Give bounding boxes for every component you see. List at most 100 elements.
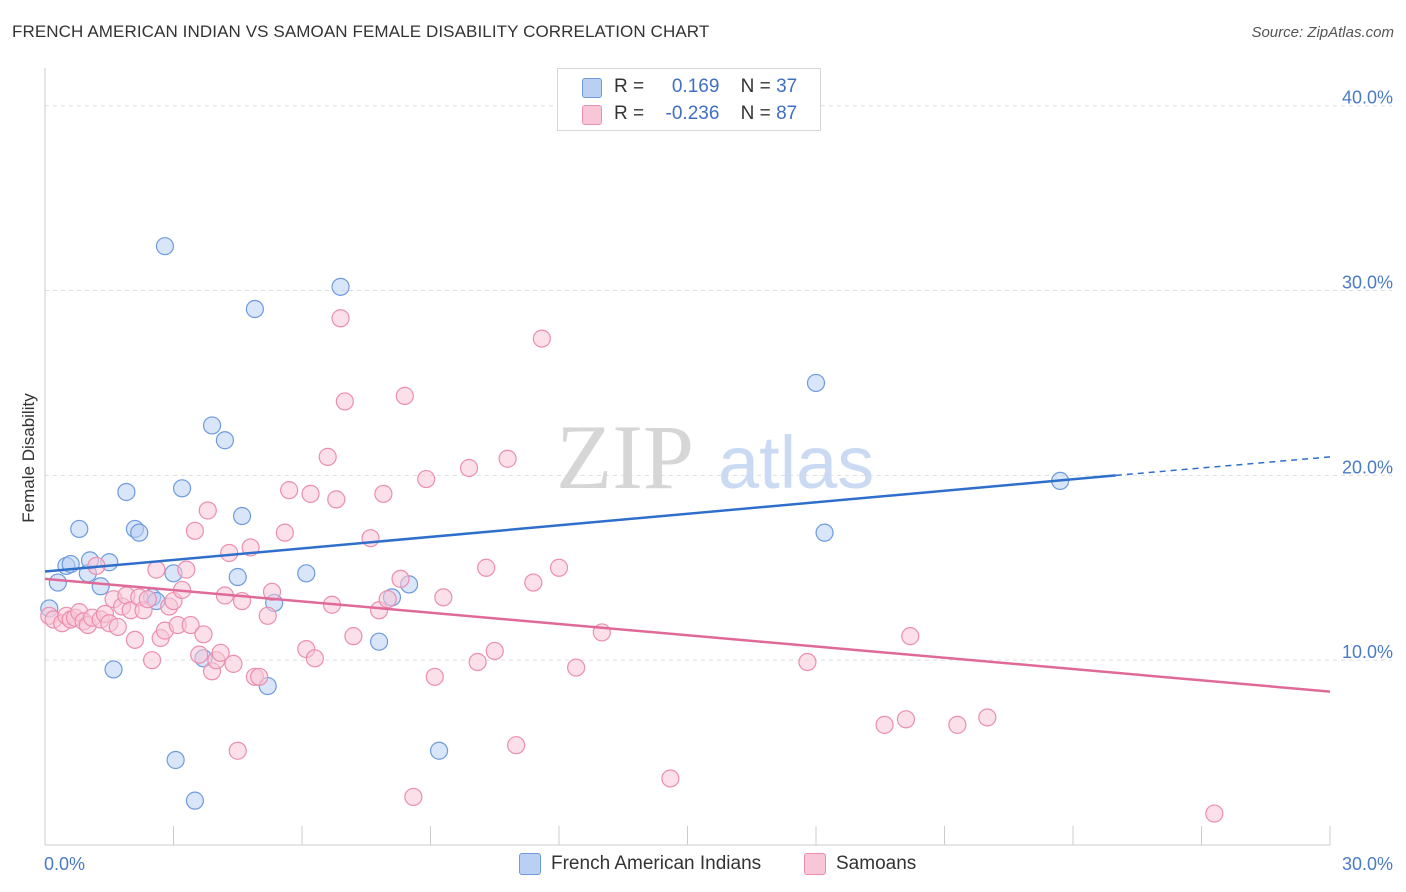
point-samoans xyxy=(211,643,230,662)
point-samoans xyxy=(532,329,551,348)
point-samoans xyxy=(335,392,354,411)
point-samoans xyxy=(220,543,239,563)
point-samoans xyxy=(507,736,526,755)
legend-n-value: 37 xyxy=(776,76,798,97)
point-samoans xyxy=(344,627,363,646)
watermark-zip: ZIP xyxy=(556,406,694,508)
axis-layer: 10.0% 20.0% 30.0% 40.0% 0.0% 30.0% xyxy=(44,68,1393,874)
point-french-american-indians xyxy=(806,373,826,393)
point-french-american-indians xyxy=(104,660,123,679)
chart-title: FRENCH AMERICAN INDIAN VS SAMOAN FEMALE … xyxy=(12,22,710,41)
watermark-atlas: atlas xyxy=(718,421,874,504)
point-french-american-indians xyxy=(202,416,222,435)
trend-layer xyxy=(44,456,1331,693)
point-french-american-indians xyxy=(232,506,252,526)
point-samoans xyxy=(280,481,299,500)
point-samoans xyxy=(177,560,196,579)
point-samoans xyxy=(185,521,205,540)
point-samoans xyxy=(567,658,586,677)
point-french-american-indians xyxy=(155,237,175,256)
bottom-legend-swatch-pink xyxy=(804,853,826,875)
point-french-american-indians xyxy=(70,519,89,539)
y-axis-title: Female Disability xyxy=(19,393,38,523)
point-french-american-indians xyxy=(48,573,67,592)
point-samoans xyxy=(661,769,680,788)
trend-line-french-american-indians xyxy=(44,474,1116,573)
point-samoans xyxy=(524,573,543,592)
point-samoans xyxy=(395,386,414,405)
point-samoans xyxy=(262,582,282,601)
point-samoans xyxy=(190,645,209,664)
y-tick-label: 30.0% xyxy=(1342,273,1393,293)
point-samoans xyxy=(250,667,269,686)
point-samoans xyxy=(425,667,444,686)
point-samoans xyxy=(417,469,436,489)
point-samoans xyxy=(224,654,243,673)
point-french-american-indians xyxy=(245,299,264,319)
legend-r-value: 0.169 xyxy=(671,76,720,97)
point-samoans xyxy=(361,529,380,548)
legend-swatch-blue xyxy=(582,78,602,98)
point-samoans xyxy=(258,606,277,625)
x-tick-label-max: 30.0% xyxy=(1342,854,1393,874)
legend-n-label: N = xyxy=(740,76,771,97)
point-samoans xyxy=(378,590,397,609)
point-samoans xyxy=(142,651,162,670)
point-french-american-indians xyxy=(130,523,149,542)
point-samoans xyxy=(108,617,127,637)
point-samoans xyxy=(404,787,423,807)
legend-swatch-pink xyxy=(582,105,602,125)
y-tick-label: 10.0% xyxy=(1342,642,1393,662)
point-samoans xyxy=(147,560,166,579)
point-samoans xyxy=(374,484,393,503)
point-french-american-indians xyxy=(166,750,185,770)
watermark: ZIP atlas xyxy=(556,406,874,508)
points-layer xyxy=(40,237,1224,823)
point-samoans xyxy=(498,449,517,468)
trend-line-samoans xyxy=(44,577,1331,693)
point-french-american-indians xyxy=(429,741,449,760)
legend-n-value: 87 xyxy=(776,103,798,124)
point-samoans xyxy=(477,558,496,577)
point-samoans xyxy=(198,501,217,520)
point-french-american-indians xyxy=(172,479,192,498)
point-samoans xyxy=(318,447,337,466)
point-french-american-indians xyxy=(370,632,389,651)
point-samoans xyxy=(275,523,294,542)
point-french-american-indians xyxy=(91,577,110,596)
point-samoans xyxy=(1205,804,1224,823)
point-samoans xyxy=(181,615,200,635)
point-samoans xyxy=(194,625,213,644)
point-samoans xyxy=(948,715,967,734)
legend-r-label: R = xyxy=(614,103,645,124)
y-tick-label: 40.0% xyxy=(1342,88,1393,108)
legend-r-value: -0.236 xyxy=(665,103,720,124)
point-french-american-indians xyxy=(815,523,834,542)
point-samoans xyxy=(391,569,410,588)
point-samoans xyxy=(327,490,346,509)
trend-extension-french-american-indians xyxy=(1115,456,1331,477)
bottom-legend-label: Samoans xyxy=(836,853,917,874)
point-samoans xyxy=(459,458,479,478)
point-samoans xyxy=(138,590,157,609)
point-samoans xyxy=(228,741,247,760)
point-samoans xyxy=(125,630,145,649)
point-samoans xyxy=(549,558,569,577)
point-samoans xyxy=(875,715,894,734)
point-samoans xyxy=(798,652,817,672)
point-samoans xyxy=(485,641,504,661)
correlation-legend: R = 0.169 N = 37 R = -0.236 N = 87 xyxy=(557,68,821,131)
bottom-legend-swatch-blue xyxy=(519,853,541,875)
point-french-american-indians xyxy=(185,791,205,810)
grid-layer xyxy=(45,105,1392,661)
source-label: Source: ZipAtlas.com xyxy=(1251,24,1394,41)
legend-r-label: R = xyxy=(614,76,645,97)
point-french-american-indians xyxy=(215,431,234,450)
x-tick-label-min: 0.0% xyxy=(44,854,85,874)
bottom-legend-label: French American Indians xyxy=(551,853,762,874)
point-french-american-indians xyxy=(297,564,316,583)
point-samoans xyxy=(331,309,350,328)
point-samoans xyxy=(896,710,916,729)
point-french-american-indians xyxy=(117,482,136,502)
